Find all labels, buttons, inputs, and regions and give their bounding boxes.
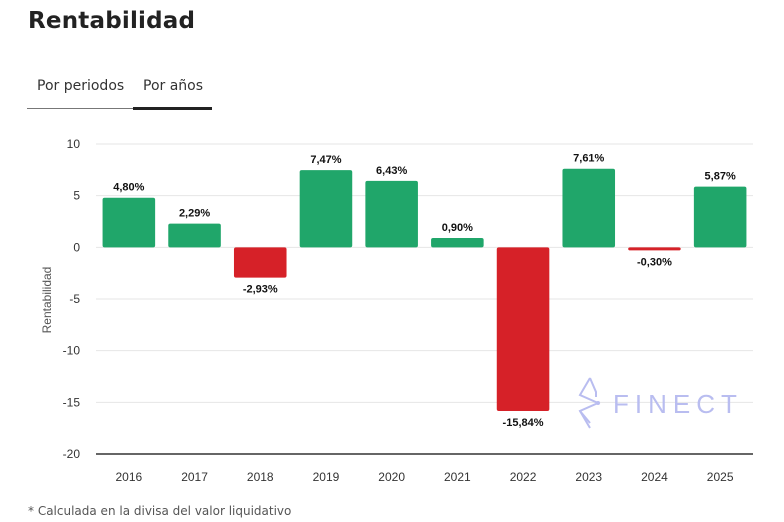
finect-logo-icon — [578, 377, 601, 429]
y-tick-label: -15 — [63, 395, 81, 409]
data-label-2019: 7,47% — [310, 154, 341, 166]
tab-por-periodos[interactable]: Por periodos — [37, 78, 125, 94]
y-axis-ticks: 10 5 0 -5 -10 -15 -20 — [63, 137, 81, 461]
tab-bar: Por periodos Por años — [27, 74, 212, 110]
data-label-2020: 6,43% — [376, 165, 407, 177]
page-title: Rentabilidad — [28, 8, 196, 34]
bar-2022 — [496, 247, 550, 412]
finect-watermark: FINECT — [578, 377, 743, 429]
bars — [102, 168, 747, 412]
bar-2016 — [102, 197, 156, 248]
x-tick-label: 2025 — [707, 470, 734, 484]
watermark-text: FINECT — [613, 389, 743, 419]
x-tick-label: 2020 — [378, 470, 405, 484]
data-labels: 4,80% 2,29% -2,93% 7,47% 6,43% 0,90% -15,84% 7,… — [113, 153, 736, 429]
bar-2019 — [299, 170, 353, 248]
data-label-2025: 5,87% — [705, 171, 736, 183]
bar-2020 — [365, 180, 418, 248]
bar-2025 — [693, 186, 747, 248]
x-tick-label: 2024 — [641, 470, 668, 484]
data-label-2022: -15,84% — [503, 417, 544, 429]
x-tick-label: 2022 — [510, 470, 537, 484]
data-label-2016: 4,80% — [113, 182, 144, 194]
y-axis-label: Rentabilidad — [40, 267, 54, 334]
bar-2023 — [562, 168, 616, 248]
data-label-2018: -2,93% — [243, 284, 278, 296]
data-label-2017: 2,29% — [179, 208, 210, 220]
x-tick-label: 2016 — [115, 470, 142, 484]
footnote: * Calculada en la divisa del valor liqui… — [28, 504, 292, 518]
y-tick-label: 10 — [67, 137, 81, 151]
active-tab-indicator — [133, 107, 212, 110]
x-tick-label: 2017 — [181, 470, 208, 484]
x-tick-label: 2019 — [313, 470, 340, 484]
x-tick-label: 2021 — [444, 470, 471, 484]
bar-2021 — [431, 238, 484, 248]
data-label-2024: -0,30% — [637, 256, 672, 268]
x-axis-ticks: 2016 2017 2018 2019 2020 2021 2022 2023 2024 2025 — [115, 470, 733, 484]
x-tick-label: 2018 — [247, 470, 274, 484]
bar-2024 — [628, 247, 681, 251]
y-tick-label: -20 — [63, 447, 81, 461]
data-label-2023: 7,61% — [573, 153, 604, 165]
y-tick-label: -5 — [69, 292, 80, 306]
data-label-2021: 0,90% — [442, 222, 473, 234]
bar-2017 — [168, 223, 221, 248]
y-tick-label: -10 — [63, 344, 81, 358]
x-tick-label: 2023 — [575, 470, 602, 484]
tab-por-anos[interactable]: Por años — [143, 78, 204, 94]
bar-2018 — [233, 247, 287, 278]
y-tick-label: 0 — [73, 240, 80, 254]
y-tick-label: 5 — [73, 189, 80, 203]
